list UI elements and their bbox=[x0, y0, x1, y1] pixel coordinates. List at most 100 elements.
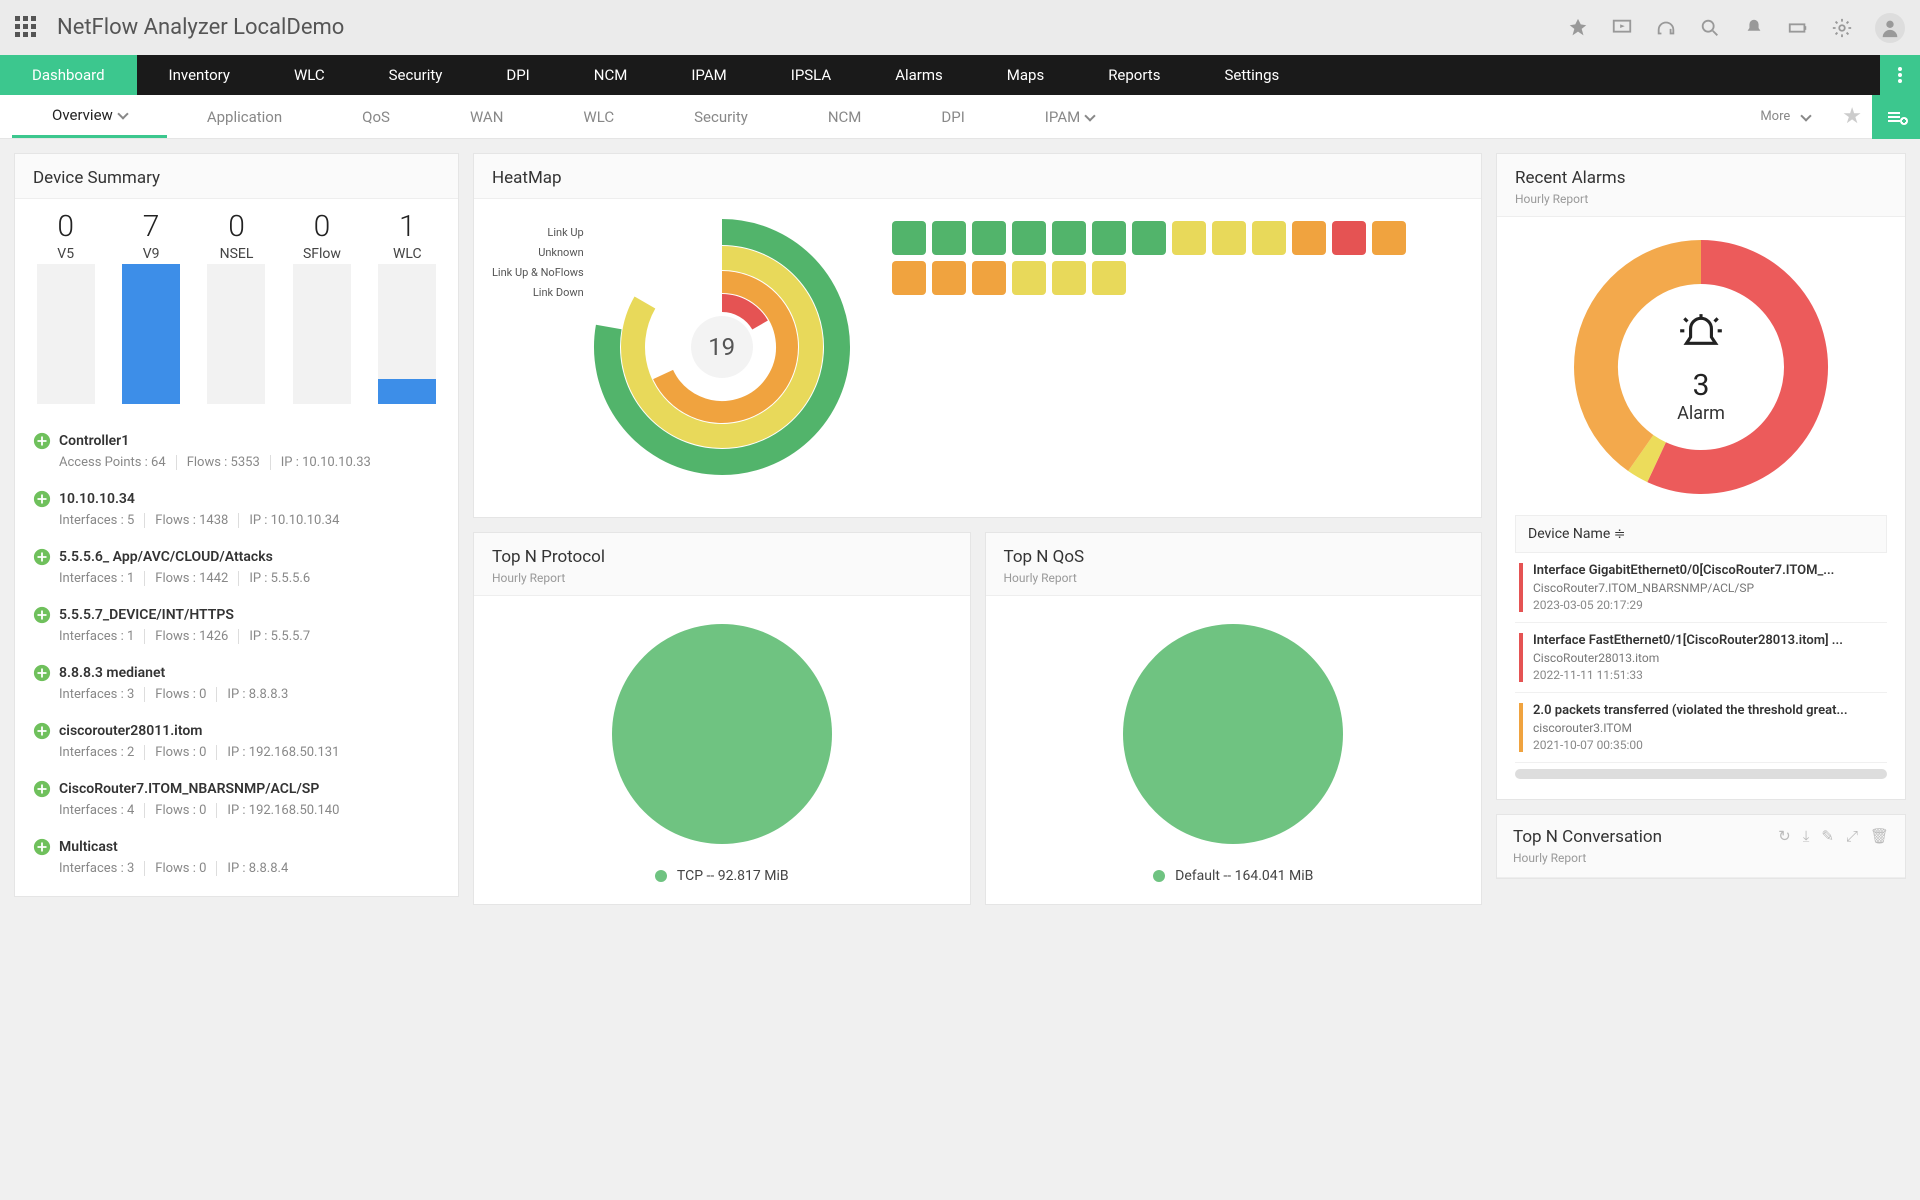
alarm-item[interactable]: Interface FastEthernet0/1[CiscoRouter280… bbox=[1515, 623, 1887, 693]
device-meta: IP : 192.168.50.131 bbox=[227, 745, 349, 760]
heatmap-cell[interactable] bbox=[1052, 261, 1086, 295]
heatmap-cell[interactable] bbox=[972, 221, 1006, 255]
heatmap-cell[interactable] bbox=[892, 261, 926, 295]
heatmap-cell[interactable] bbox=[972, 261, 1006, 295]
device-item[interactable]: 8.8.8.3 medianetInterfaces : 3Flows : 0I… bbox=[33, 654, 440, 712]
device-meta: Flows : 1438 bbox=[155, 513, 239, 528]
mainnav-item-reports[interactable]: Reports bbox=[1076, 55, 1192, 95]
plus-icon bbox=[33, 606, 51, 624]
mainnav-item-settings[interactable]: Settings bbox=[1192, 55, 1311, 95]
alarm-list-header[interactable]: Device Name ≑ bbox=[1515, 515, 1887, 553]
rocket-icon[interactable] bbox=[1567, 17, 1589, 39]
card-subtitle: Hourly Report bbox=[1515, 192, 1887, 206]
mainnav-item-security[interactable]: Security bbox=[357, 55, 475, 95]
heatmap-cell[interactable] bbox=[1012, 261, 1046, 295]
ds-bar-bg bbox=[293, 264, 351, 404]
device-meta: Interfaces : 4 bbox=[59, 803, 145, 818]
card-title: Top N QoS bbox=[1004, 547, 1464, 567]
heatmap-cell[interactable] bbox=[1252, 221, 1286, 255]
heatmap-cell[interactable] bbox=[1012, 221, 1046, 255]
alarm-device: CiscoRouter28013.itom bbox=[1533, 651, 1883, 665]
presentation-icon[interactable] bbox=[1611, 17, 1633, 39]
mainnav-item-wlc[interactable]: WLC bbox=[262, 55, 357, 95]
alarm-count: 3 bbox=[1676, 368, 1726, 403]
heatmap-cell[interactable] bbox=[1092, 261, 1126, 295]
mainnav-item-alarms[interactable]: Alarms bbox=[863, 55, 975, 95]
heatmap-cell[interactable] bbox=[1092, 221, 1126, 255]
subnav-item-security[interactable]: Security bbox=[654, 95, 788, 138]
heatmap-cell[interactable] bbox=[892, 221, 926, 255]
heatmap-cell[interactable] bbox=[1212, 221, 1246, 255]
alarm-item[interactable]: 2.0 packets transferred (violated the th… bbox=[1515, 693, 1887, 763]
heatmap-center-value: 19 bbox=[691, 316, 753, 378]
ds-value: 0 bbox=[23, 209, 108, 244]
mainnav-item-ncm[interactable]: NCM bbox=[562, 55, 660, 95]
subnav-item-overview[interactable]: Overview bbox=[12, 95, 167, 138]
top-conversation-card: Top N Conversation Hourly Report ↻ ⤓ ✎ ⤢… bbox=[1496, 814, 1906, 879]
heatmap-cell[interactable] bbox=[1172, 221, 1206, 255]
ds-bar-bg bbox=[122, 264, 180, 404]
search-icon[interactable] bbox=[1699, 17, 1721, 39]
mainnav-item-ipsla[interactable]: IPSLA bbox=[759, 55, 863, 95]
subnav-item-dpi[interactable]: DPI bbox=[901, 95, 1004, 138]
subnav-item-ipam[interactable]: IPAM bbox=[1005, 95, 1134, 138]
device-item[interactable]: 10.10.10.34Interfaces : 5Flows : 1438IP … bbox=[33, 480, 440, 538]
mainnav-item-ipam[interactable]: IPAM bbox=[659, 55, 758, 95]
mainnav-item-inventory[interactable]: Inventory bbox=[137, 55, 262, 95]
mainnav-menu-icon[interactable] bbox=[1880, 55, 1920, 95]
device-item[interactable]: MulticastInterfaces : 3Flows : 0IP : 8.8… bbox=[33, 828, 440, 886]
device-meta: Flows : 0 bbox=[155, 803, 217, 818]
delete-icon[interactable]: 🗑 bbox=[1870, 827, 1889, 845]
device-meta: IP : 10.10.10.33 bbox=[281, 455, 381, 470]
mainnav-item-dpi[interactable]: DPI bbox=[474, 55, 561, 95]
subnav-more[interactable]: More bbox=[1740, 109, 1830, 124]
bell-icon[interactable] bbox=[1743, 17, 1765, 39]
gear-icon[interactable] bbox=[1831, 17, 1853, 39]
mainnav-item-maps[interactable]: Maps bbox=[975, 55, 1076, 95]
avatar[interactable] bbox=[1875, 13, 1905, 43]
alarm-severity-bar bbox=[1519, 563, 1523, 612]
alarm-item[interactable]: Interface GigabitEthernet0/0[CiscoRouter… bbox=[1515, 553, 1887, 623]
card-action-icons: ↻ ⤓ ✎ ⤢ 🗑 bbox=[1778, 827, 1889, 845]
device-item[interactable]: ciscorouter28011.itomInterfaces : 2Flows… bbox=[33, 712, 440, 770]
device-item[interactable]: Controller1Access Points : 64Flows : 535… bbox=[33, 422, 440, 480]
heatmap-cell[interactable] bbox=[1372, 221, 1406, 255]
add-widget-button[interactable] bbox=[1872, 95, 1920, 139]
subnav-item-wlc[interactable]: WLC bbox=[543, 95, 654, 138]
subnav-item-wan[interactable]: WAN bbox=[430, 95, 543, 138]
device-item[interactable]: CiscoRouter7.ITOM_NBARSNMP/ACL/SPInterfa… bbox=[33, 770, 440, 828]
plus-icon bbox=[33, 722, 51, 740]
app-grid-icon[interactable] bbox=[15, 16, 39, 40]
device-item[interactable]: 5.5.5.6_ App/AVC/CLOUD/AttacksInterfaces… bbox=[33, 538, 440, 596]
headset-icon[interactable] bbox=[1655, 17, 1677, 39]
ds-bar bbox=[378, 379, 436, 404]
heatmap-cell[interactable] bbox=[932, 261, 966, 295]
device-name-label: Controller1 bbox=[59, 433, 129, 449]
ds-bar-bg bbox=[378, 264, 436, 404]
refresh-icon[interactable]: ↻ bbox=[1778, 827, 1791, 845]
subnav-item-qos[interactable]: QoS bbox=[322, 95, 430, 138]
ds-value: 7 bbox=[108, 209, 193, 244]
subnav-item-ncm[interactable]: NCM bbox=[788, 95, 902, 138]
alarm-scrollbar[interactable] bbox=[1515, 769, 1887, 779]
heatmap-cell[interactable] bbox=[1052, 221, 1086, 255]
battery-icon[interactable] bbox=[1787, 17, 1809, 39]
edit-icon[interactable]: ✎ bbox=[1821, 827, 1834, 845]
heatmap-cell[interactable] bbox=[932, 221, 966, 255]
topbar: NetFlow Analyzer LocalDemo bbox=[0, 0, 1920, 55]
subnav-item-application[interactable]: Application bbox=[167, 95, 322, 138]
device-item[interactable]: 5.5.5.7_DEVICE/INT/HTTPSInterfaces : 1Fl… bbox=[33, 596, 440, 654]
export-icon[interactable]: ⤓ bbox=[1803, 827, 1810, 845]
heatmap-cell[interactable] bbox=[1292, 221, 1326, 255]
legend-label: TCP -- 92.817 MiB bbox=[677, 868, 789, 884]
expand-icon[interactable]: ⤢ bbox=[1846, 827, 1858, 845]
heatmap-cell[interactable] bbox=[1132, 221, 1166, 255]
ds-label: V5 bbox=[23, 246, 108, 262]
alarm-device: ciscorouter3.ITOM bbox=[1533, 721, 1883, 735]
device-meta: Interfaces : 3 bbox=[59, 861, 145, 876]
mainnav-item-dashboard[interactable]: Dashboard bbox=[0, 55, 137, 95]
alarm-donut: 3 Alarm bbox=[1571, 237, 1831, 497]
heatmap-cell[interactable] bbox=[1332, 221, 1366, 255]
star-icon[interactable]: ★ bbox=[1842, 104, 1862, 129]
plus-icon bbox=[33, 780, 51, 798]
